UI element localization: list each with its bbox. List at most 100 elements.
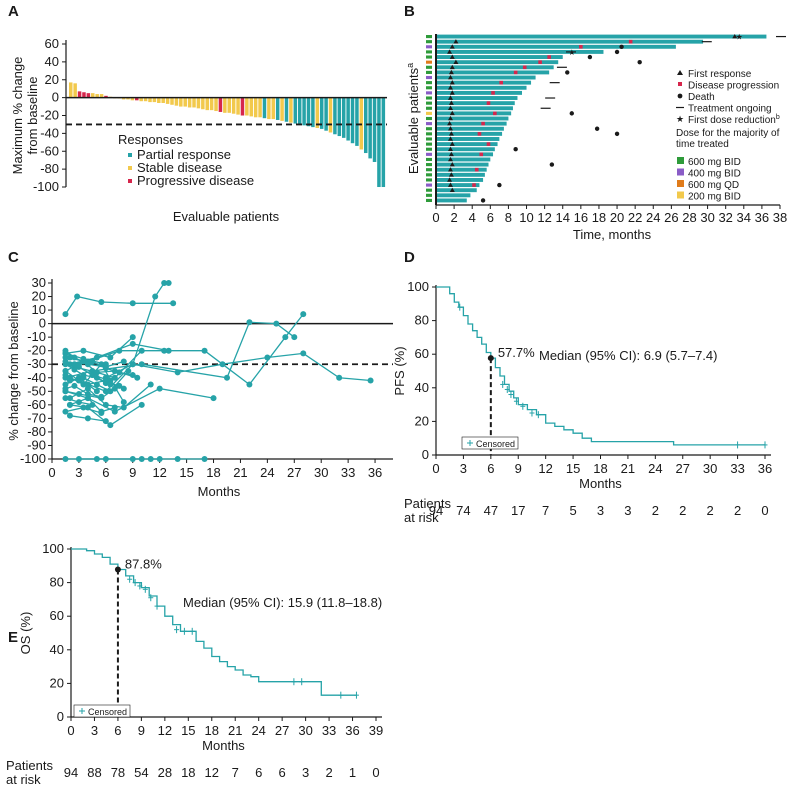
y-label-b: Evaluable patientsa: [405, 63, 421, 174]
x-tick-label-b: 12: [537, 210, 551, 225]
first-response-marker: [447, 126, 453, 131]
at-risk-value: 6: [255, 765, 262, 780]
first-response-marker: [448, 172, 454, 177]
x-tick-label-c: 9: [129, 465, 136, 480]
legend-marker-b: [677, 93, 683, 99]
bar-a: [350, 97, 355, 144]
dose-reduction-marker: ★: [736, 33, 743, 42]
at-risk-value: 94: [429, 503, 443, 518]
progression-marker: [513, 70, 518, 75]
progression-marker: [493, 111, 497, 116]
series-point-c: [111, 374, 118, 381]
x-tick-label-b: 0: [432, 210, 439, 225]
series-point-c: [74, 293, 81, 300]
bar-a: [201, 97, 205, 110]
x-label-km: Months: [579, 476, 622, 491]
x-tick-label-km: 6: [487, 461, 494, 476]
dose-swatch-b: [426, 152, 432, 156]
series-point-c: [147, 456, 154, 462]
y-tick-label-a: 0: [52, 90, 59, 105]
series-point-c: [129, 372, 136, 379]
bar-a: [377, 97, 381, 188]
dose-legend-label-b: 400 mg BID: [688, 169, 741, 180]
swim-bar-b: [436, 116, 509, 121]
bar-a: [245, 97, 249, 116]
series-point-c: [174, 456, 181, 462]
swim-bar-b: [436, 177, 484, 182]
x-tick-label-b: 14: [556, 210, 570, 225]
first-response-marker: [448, 69, 454, 75]
bar-a: [262, 97, 267, 119]
dose-legend-swatch-b: [677, 157, 684, 164]
dose-swatch-b: [426, 157, 432, 162]
x-tick-label-c: 15: [179, 465, 193, 480]
bar-a: [126, 97, 130, 100]
series-line-c: [69, 377, 125, 390]
bar-a: [381, 97, 386, 188]
series-point-c: [62, 456, 69, 462]
bar-a: [372, 97, 377, 162]
dose-swatch-b: [426, 70, 432, 74]
y-tick-label-c: 0: [39, 316, 46, 331]
series-point-c: [210, 395, 217, 402]
first-response-marker: [447, 167, 453, 172]
progression-marker: [499, 80, 503, 85]
y-tick-label-a: -60: [40, 143, 59, 158]
at-risk-label: at risk: [404, 510, 439, 525]
marker-label: 87.8%: [125, 556, 162, 571]
dose-swatch-b: [426, 183, 432, 187]
swim-bar-b: [436, 101, 515, 106]
bar-a: [240, 97, 245, 116]
x-tick-label-c: 24: [260, 465, 274, 480]
series-point-c: [75, 391, 82, 398]
series-point-c: [71, 366, 78, 373]
series-point-c: [80, 358, 87, 365]
series-point-c: [66, 412, 73, 419]
first-response-marker: [447, 136, 453, 141]
bar-a: [293, 97, 298, 124]
bar-a: [104, 95, 108, 98]
series-point-c: [89, 372, 96, 379]
x-tick-label-km: 9: [515, 461, 522, 476]
dose-swatch-b: [426, 198, 432, 202]
dose-swatch-b: [426, 50, 432, 54]
series-point-c: [102, 365, 109, 372]
at-risk-value: 28: [158, 765, 172, 780]
bar-a: [174, 97, 179, 106]
y-label-text-b: Evaluable patientsa: [405, 63, 421, 174]
series-point-c: [134, 374, 141, 381]
swim-bar-b: [436, 85, 527, 90]
progression-marker: [628, 39, 633, 44]
death-marker: [587, 54, 593, 60]
swim-bar-b: [436, 65, 554, 70]
series-point-c: [152, 293, 159, 300]
x-tick-label-km: 3: [460, 461, 467, 476]
dose-swatch-b: [426, 81, 432, 85]
first-response-marker: [448, 151, 454, 157]
swim-bar-b: [436, 157, 491, 162]
series-point-c: [62, 408, 69, 415]
series-point-c: [62, 311, 69, 318]
dose-swatch-b: [426, 111, 432, 115]
bar-a: [135, 97, 139, 101]
bar-a: [275, 97, 280, 120]
x-tick-label-km: 3: [91, 723, 98, 738]
first-response-marker: [449, 64, 455, 70]
series-point-c: [273, 320, 280, 327]
x-tick-label-b: 38: [773, 210, 787, 225]
dose-swatch-b: [426, 75, 432, 80]
first-response-marker: [447, 156, 453, 162]
median-text: Median (95% CI): 6.9 (5.7–7.4): [539, 348, 717, 363]
bar-a: [249, 97, 254, 117]
x-tick-label-km: 27: [676, 461, 690, 476]
series-point-c: [120, 385, 127, 392]
at-risk-value: 2: [325, 765, 332, 780]
bar-a: [192, 97, 196, 108]
at-risk-value: 2: [734, 503, 741, 518]
bar-a: [315, 97, 320, 129]
series-point-c: [129, 340, 136, 347]
first-response-marker: [732, 33, 738, 39]
dose-swatch-b: [426, 65, 432, 69]
y-tick-label-c: 30: [32, 275, 46, 290]
